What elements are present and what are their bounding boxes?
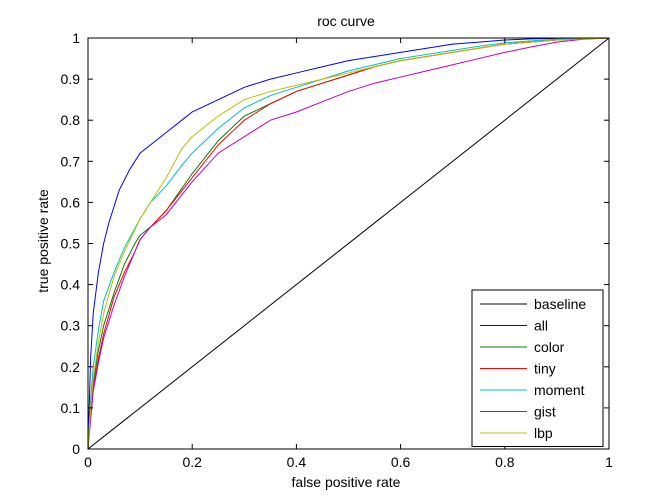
- legend-label-baseline: baseline: [534, 296, 586, 312]
- x-tick-label: 0: [84, 454, 92, 470]
- y-tick-label: 0.6: [61, 194, 81, 210]
- y-tick-label: 0.5: [61, 236, 81, 252]
- y-axis-label: true positive rate: [35, 189, 51, 293]
- series-line-gist: [87, 37, 610, 450]
- series-line-all: [87, 37, 609, 450]
- legend-label-all: all: [534, 318, 548, 334]
- y-tick-label: 0.1: [61, 400, 81, 416]
- legend-label-tiny: tiny: [534, 361, 556, 377]
- legend-label-lbp: lbp: [534, 425, 553, 441]
- chart-title: roc curve: [317, 13, 375, 29]
- x-axis-label: false positive rate: [292, 474, 401, 490]
- plot-area: 0 0.2 0.4 0.6 0.8 1 0 0.1 0.2 0.3 0.4 0.5 0.6 0.7 0.8 0…: [61, 30, 614, 470]
- y-tick-label: 0.2: [61, 359, 81, 375]
- series-line-lbp: [87, 37, 610, 450]
- x-tick-label: 0.4: [287, 454, 307, 470]
- y-tick-label: 1: [72, 30, 80, 46]
- legend: baseline all color tiny moment gist lbp: [471, 289, 604, 447]
- series-line-baseline: [87, 37, 610, 450]
- x-tick-label: 0.2: [182, 454, 202, 470]
- y-tick-label: 0.4: [61, 277, 81, 293]
- legend-label-color: color: [534, 339, 565, 355]
- y-tick-label: 0.3: [61, 318, 81, 334]
- y-tick-label: 0: [72, 441, 80, 457]
- x-tick-label: 0.6: [391, 454, 411, 470]
- y-tick-label: 0.7: [61, 153, 81, 169]
- y-tick-label: 0.8: [61, 112, 81, 128]
- y-tick-label: 0.9: [61, 71, 81, 87]
- legend-label-moment: moment: [534, 382, 585, 398]
- series-line-moment: [87, 37, 610, 450]
- x-tick-label: 0.8: [495, 454, 515, 470]
- legend-label-gist: gist: [534, 404, 556, 420]
- x-tick-label: 1: [605, 454, 613, 470]
